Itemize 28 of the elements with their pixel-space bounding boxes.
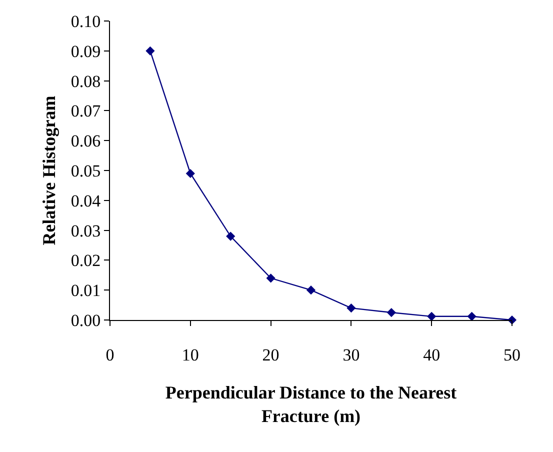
y-tick-label: 0.06 xyxy=(70,132,101,151)
x-tick-label: 30 xyxy=(342,345,360,364)
y-tick-label: 0.05 xyxy=(70,161,101,180)
y-tick-label: 0.04 xyxy=(70,191,102,210)
x-tick-label: 50 xyxy=(504,345,520,364)
point xyxy=(386,308,396,318)
y-tick-label: 0.00 xyxy=(70,310,101,330)
x-tick-label: 40 xyxy=(423,345,440,364)
point xyxy=(467,312,476,321)
point xyxy=(346,303,356,313)
point xyxy=(226,232,236,241)
x-tick-label: 10 xyxy=(182,345,199,364)
y-tick-label: 0.03 xyxy=(70,221,101,240)
x-tick-label: 20 xyxy=(262,345,280,364)
y-tick-label: 0.08 xyxy=(70,72,101,91)
x-axis-title: Perpendicular Distance to the Nearest Fracture (m) xyxy=(165,382,457,426)
y-tick-label: 0.02 xyxy=(70,251,101,270)
point xyxy=(306,286,316,295)
y-tick-label: 0.07 xyxy=(70,102,102,121)
point xyxy=(186,168,195,178)
point xyxy=(146,46,155,56)
point xyxy=(427,312,436,321)
y-axis-title: Relative Histogram xyxy=(39,96,60,246)
y-tick-label: 0.01 xyxy=(70,281,101,300)
y-tick-label: 0.09 xyxy=(70,42,101,61)
y-tick-label: 0.10 xyxy=(70,12,101,31)
point xyxy=(266,274,276,283)
x-tick-label: 0 xyxy=(106,345,114,364)
